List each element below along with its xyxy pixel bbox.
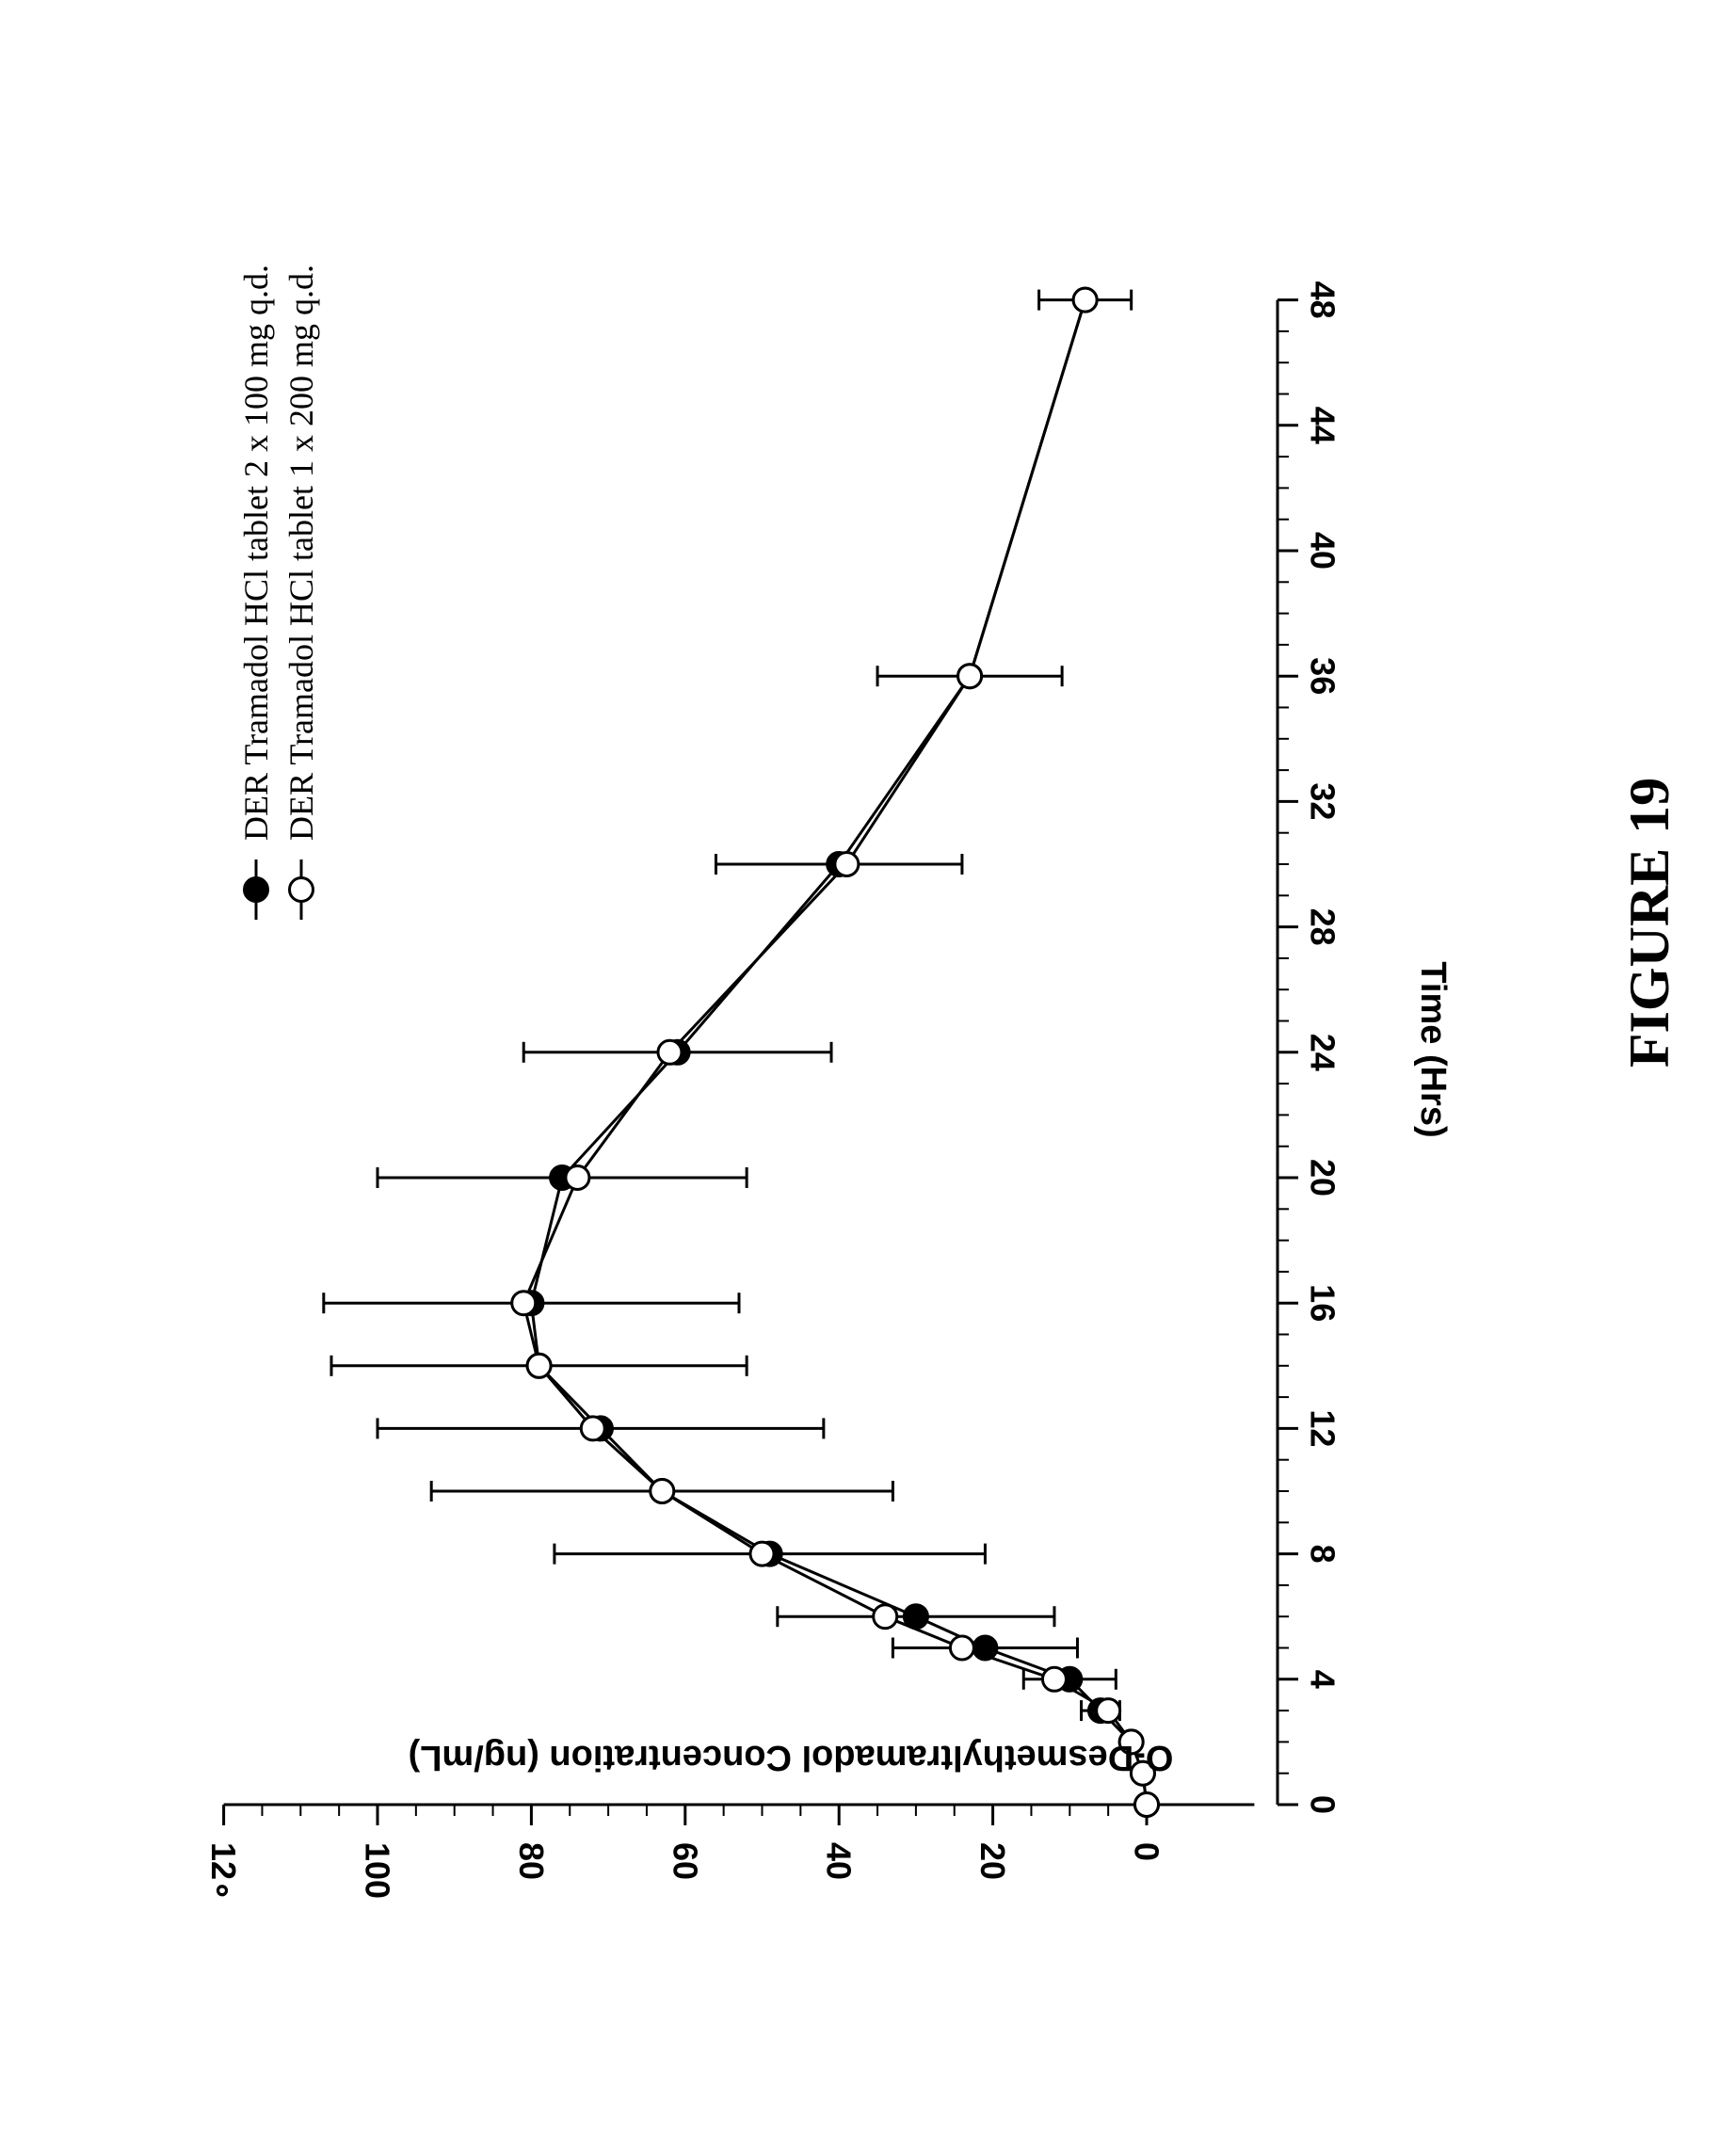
y-tick-label: 60 (666, 1842, 704, 1880)
tick-labels: 0481216202428323640444802040608010012∘ (204, 281, 1342, 1902)
x-tick-label: 48 (1304, 281, 1342, 319)
open-data-point (874, 1605, 897, 1629)
y-tick-label: 0 (1128, 1842, 1166, 1861)
axes (224, 300, 1298, 1825)
x-tick-label: 8 (1304, 1545, 1342, 1564)
x-tick-label: 12 (1304, 1409, 1342, 1447)
x-tick-label: 40 (1304, 532, 1342, 570)
figure-caption: FIGURE 19 (1618, 778, 1680, 1068)
legend-filled-marker (245, 878, 268, 902)
open-data-point (950, 1636, 973, 1660)
error-bars (324, 290, 1132, 1722)
open-data-point (1042, 1667, 1066, 1691)
x-tick-label: 0 (1304, 1795, 1342, 1814)
x-axis-title: Time (Hrs) (1413, 961, 1453, 1137)
x-tick-label: 44 (1304, 407, 1342, 444)
filled-data-point (973, 1636, 997, 1660)
legend-open-marker (290, 878, 313, 902)
x-tick-label: 20 (1304, 1159, 1342, 1196)
open-data-point (566, 1166, 589, 1190)
x-tick-label: 32 (1304, 782, 1342, 820)
y-axis-title: O-Desmethyltramadol Concentration (ng/mL… (409, 1738, 1174, 1777)
x-tick-label: 28 (1304, 908, 1342, 946)
legend: DER Tramadol HCl tablet 2 x 100 mg q.d.D… (237, 265, 320, 920)
open-data-point (1073, 288, 1097, 312)
open-data-point (958, 665, 982, 688)
open-data-point (750, 1542, 774, 1566)
open-data-point (512, 1292, 536, 1315)
x-tick-label: 16 (1304, 1284, 1342, 1322)
open-data-point (658, 1040, 682, 1064)
x-tick-label: 36 (1304, 657, 1342, 695)
y-tick-label: 80 (512, 1842, 551, 1880)
open-data-point (581, 1417, 604, 1440)
x-tick-label: 24 (1304, 1034, 1342, 1071)
y-tick-label: 40 (820, 1842, 859, 1880)
open-data-point (527, 1354, 551, 1377)
open-data-point (1135, 1793, 1159, 1817)
legend-label: DER Tramadol HCl tablet 2 x 100 mg q.d. (237, 265, 275, 841)
y-tick-label: 100 (359, 1842, 397, 1899)
legend-label: DER Tramadol HCl tablet 1 x 200 mg q.d. (282, 265, 320, 841)
open-data-point (835, 853, 859, 876)
x-tick-label: 4 (1304, 1670, 1342, 1689)
y-tick-label: 20 (973, 1842, 1012, 1880)
open-data-point (651, 1480, 674, 1503)
filled-data-point (904, 1605, 927, 1629)
open-data-point (1097, 1699, 1120, 1723)
y-tick-label: 12∘ (204, 1842, 243, 1902)
